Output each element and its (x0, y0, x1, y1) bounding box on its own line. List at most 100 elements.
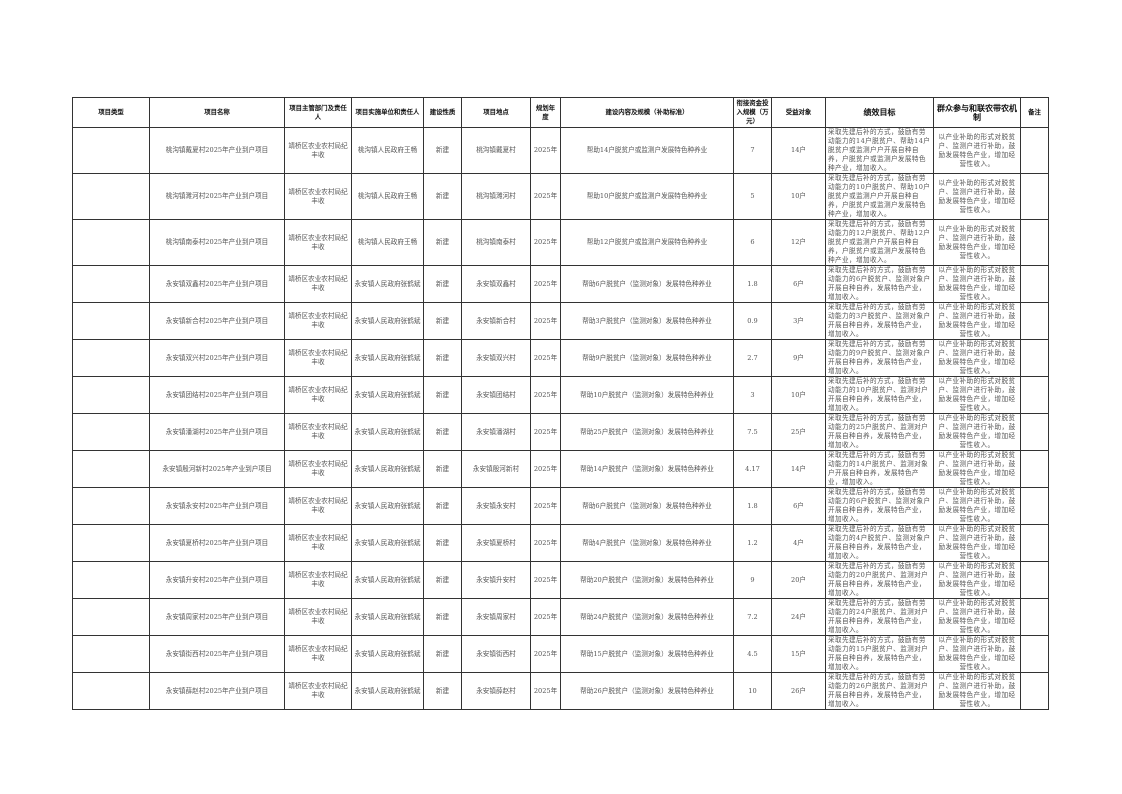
cell-plan-year: 2025年 (530, 302, 561, 340)
cell-remarks (1020, 376, 1049, 414)
cell-beneficiaries: 6户 (771, 487, 826, 525)
cell-project-location: 永安镇潘湖村 (461, 413, 531, 451)
cell-fund-amount: 1.8 (733, 487, 772, 525)
cell-participation-mechanism: 以产业补助的形式对脱贫户、监测户进行补助，鼓励发展特色产业，增加经营性收入。 (933, 265, 1021, 303)
table-row: 永安镇潘湖村2025年产业到户项目 靖桥区农业农村局纪丰收 永安镇人民政府张鹤斌 新建… (72, 413, 1049, 451)
cell-construction-nature: 新建 (423, 127, 462, 174)
cell-project-type (72, 173, 150, 220)
cell-fund-amount: 7.2 (733, 598, 772, 636)
cell-participation-mechanism: 以产业补助的形式对脱贫户、监测户进行补助，鼓励发展特色产业，增加经营性收入。 (933, 561, 1021, 599)
cell-construction-nature: 新建 (423, 561, 462, 599)
cell-performance-goal: 采取先建后补的方式，鼓励有劳动能力的14户脱贫户、帮助14户脱贫户或监测户户开展… (825, 127, 934, 174)
cell-performance-goal: 采取先建后补的方式，鼓励有劳动能力的10户脱贫户、监测对户开展自种自养，发展特色… (825, 376, 934, 414)
cell-participation-mechanism: 以产业补助的形式对脱贫户、监测户进行补助，鼓励发展特色产业，增加经营性收入。 (933, 413, 1021, 451)
cell-remarks (1020, 127, 1049, 174)
cell-implementing-unit: 永安镇人民政府张鹤斌 (351, 302, 424, 340)
cell-project-location: 永安镇殷河新村 (461, 450, 531, 488)
header-construction-nature: 建设性质 (423, 97, 462, 128)
cell-project-location: 永安镇升安村 (461, 561, 531, 599)
cell-project-name: 永安镇薛赵村2025年产业到户项目 (149, 672, 285, 710)
cell-implementing-unit: 永安镇人民政府张鹤斌 (351, 413, 424, 451)
cell-beneficiaries: 20户 (771, 561, 826, 599)
cell-project-name: 永安镇夏桥村2025年产业到户项目 (149, 524, 285, 562)
cell-construction-content: 帮助20户脱贫户（监测对象）发展特色种养业 (560, 561, 734, 599)
cell-construction-nature: 新建 (423, 302, 462, 340)
cell-remarks (1020, 219, 1049, 266)
cell-fund-amount: 6 (733, 219, 772, 266)
cell-project-location: 永安镇双兴村 (461, 339, 531, 377)
cell-supervising-dept: 靖桥区农业农村局纪丰收 (284, 173, 352, 220)
cell-remarks (1020, 302, 1049, 340)
cell-performance-goal: 采取先建后补的方式，鼓励有劳动能力的24户脱贫户、监测对户开展自种自养，发展特色… (825, 598, 934, 636)
cell-construction-content: 帮助14户脱贫户（监测对象）发展特色种养业 (560, 450, 734, 488)
cell-project-name: 永安镇街西村2025年产业到户项目 (149, 635, 285, 673)
cell-beneficiaries: 10户 (771, 173, 826, 220)
cell-project-type (72, 127, 150, 174)
cell-performance-goal: 采取先建后补的方式，鼓励有劳动能力的12户脱贫户、帮助12户脱贫户或监测户户开展… (825, 219, 934, 266)
cell-project-location: 桃沟镇濉河村 (461, 173, 531, 220)
cell-plan-year: 2025年 (530, 487, 561, 525)
cell-supervising-dept: 靖桥区农业农村局纪丰收 (284, 127, 352, 174)
cell-project-location: 永安镇永安村 (461, 487, 531, 525)
cell-beneficiaries: 26户 (771, 672, 826, 710)
cell-project-location: 桃沟镇戴夏村 (461, 127, 531, 174)
cell-project-location: 永安镇周家村 (461, 598, 531, 636)
cell-construction-nature: 新建 (423, 487, 462, 525)
cell-performance-goal: 采取先建后补的方式，鼓励有劳动能力的25户脱贫户、监测对户开展自种自养，发展特色… (825, 413, 934, 451)
cell-supervising-dept: 靖桥区农业农村局纪丰收 (284, 413, 352, 451)
cell-project-type (72, 413, 150, 451)
header-implementing-unit: 项目实施单位和责任人 (351, 97, 424, 128)
cell-project-location: 永安镇夏桥村 (461, 524, 531, 562)
cell-implementing-unit: 永安镇人民政府张鹤斌 (351, 339, 424, 377)
cell-implementing-unit: 永安镇人民政府张鹤斌 (351, 598, 424, 636)
cell-performance-goal: 采取先建后补的方式，鼓励有劳动能力的3户脱贫户、监测对象户开展自种自养，发展特色… (825, 302, 934, 340)
cell-construction-nature: 新建 (423, 219, 462, 266)
cell-implementing-unit: 永安镇人民政府张鹤斌 (351, 635, 424, 673)
cell-project-type (72, 524, 150, 562)
cell-remarks (1020, 450, 1049, 488)
cell-supervising-dept: 靖桥区农业农村局纪丰收 (284, 265, 352, 303)
cell-performance-goal: 采取先建后补的方式，鼓励有劳动能力的14户脱贫户、监测对象户开展自种自养，发展特… (825, 450, 934, 488)
cell-project-type (72, 561, 150, 599)
cell-project-name: 永安镇周家村2025年产业到户项目 (149, 598, 285, 636)
cell-project-name: 桃沟镇南泰村2025年产业到户项目 (149, 219, 285, 266)
cell-implementing-unit: 永安镇人民政府张鹤斌 (351, 561, 424, 599)
cell-project-name: 永安镇潘湖村2025年产业到户项目 (149, 413, 285, 451)
cell-remarks (1020, 672, 1049, 710)
cell-fund-amount: 4.17 (733, 450, 772, 488)
cell-participation-mechanism: 以产业补助的形式对脱贫户、监测户进行补助，鼓励发展特色产业，增加经营性收入。 (933, 487, 1021, 525)
header-supervising-dept: 项目主管部门及责任人 (284, 97, 352, 128)
cell-construction-nature: 新建 (423, 173, 462, 220)
table-row: 永安镇殷河新村2025年产业到户项目 靖桥区农业农村局纪丰收 永安镇人民政府张鹤斌新… (72, 450, 1049, 488)
cell-beneficiaries: 4户 (771, 524, 826, 562)
cell-supervising-dept: 靖桥区农业农村局纪丰收 (284, 339, 352, 377)
cell-beneficiaries: 15户 (771, 635, 826, 673)
cell-supervising-dept: 靖桥区农业农村局纪丰收 (284, 487, 352, 525)
cell-implementing-unit: 永安镇人民政府张鹤斌 (351, 450, 424, 488)
cell-implementing-unit: 永安镇人民政府张鹤斌 (351, 487, 424, 525)
cell-supervising-dept: 靖桥区农业农村局纪丰收 (284, 635, 352, 673)
cell-project-type (72, 219, 150, 266)
cell-construction-content: 帮助15户脱贫户（监测对象）发展特色种养业 (560, 635, 734, 673)
cell-project-name: 永安镇双兴村2025年产业到户项目 (149, 339, 285, 377)
header-participation-mechanism: 群众参与和联农带农机制 (933, 97, 1021, 128)
cell-construction-content: 帮助6户脱贫户（监测对象）发展特色种养业 (560, 487, 734, 525)
cell-remarks (1020, 561, 1049, 599)
cell-beneficiaries: 24户 (771, 598, 826, 636)
cell-performance-goal: 采取先建后补的方式，鼓励有劳动能力的6户脱贫户、监测对象户开展自种自养，发展特色… (825, 265, 934, 303)
cell-participation-mechanism: 以产业补助的形式对脱贫户、监测户进行补助，鼓励发展特色产业，增加经营性收入。 (933, 302, 1021, 340)
cell-project-location: 桃沟镇南泰村 (461, 219, 531, 266)
cell-supervising-dept: 靖桥区农业农村局纪丰收 (284, 376, 352, 414)
cell-construction-nature: 新建 (423, 524, 462, 562)
cell-supervising-dept: 靖桥区农业农村局纪丰收 (284, 524, 352, 562)
cell-beneficiaries: 25户 (771, 413, 826, 451)
cell-fund-amount: 7.5 (733, 413, 772, 451)
cell-construction-nature: 新建 (423, 339, 462, 377)
table-row: 永安镇双兴村2025年产业到户项目 靖桥区农业农村局纪丰收 永安镇人民政府张鹤斌 新建… (72, 339, 1049, 377)
project-table: 项目类型 项目名称 项目主管部门及责任人 项目实施单位和责任人 建设性质 项目地点 规划年度… (72, 97, 1049, 710)
cell-performance-goal: 采取先建后补的方式，鼓励有劳动能力的4户脱贫户、监测对象户开展自种自养，发展特色… (825, 524, 934, 562)
cell-project-location: 永安镇新合村 (461, 302, 531, 340)
table-row: 桃沟镇濉河村2025年产业到户项目 靖桥区农业农村局纪丰收 桃沟镇人民政府王畅 新建桃… (72, 173, 1049, 220)
cell-participation-mechanism: 以产业补助的形式对脱贫户、监测户进行补助，鼓励发展特色产业，增加经营性收入。 (933, 450, 1021, 488)
cell-remarks (1020, 598, 1049, 636)
